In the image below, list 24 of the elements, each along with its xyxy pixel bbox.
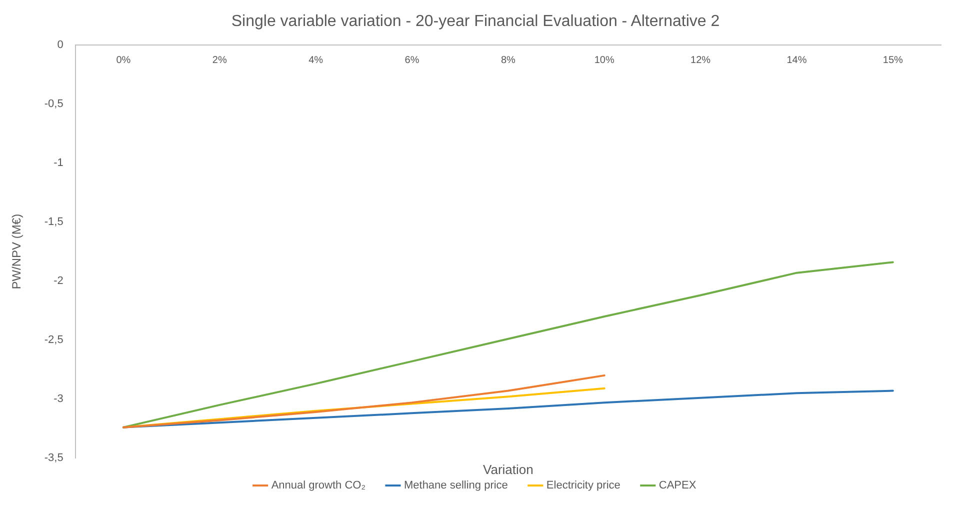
y-axis-title: PW/NPV (M€) — [10, 214, 24, 290]
x-tick-label: 8% — [500, 54, 516, 66]
y-tick-label: -2,5 — [44, 334, 64, 346]
x-tick-label: 0% — [116, 54, 131, 66]
x-tick-label: 4% — [308, 54, 324, 66]
y-tick-label: -1 — [54, 157, 64, 170]
x-tick-label: 15% — [882, 54, 904, 66]
x-tick-label: 10% — [594, 54, 614, 66]
y-tick-label: -0,5 — [44, 98, 64, 110]
x-tick-label: 2% — [212, 54, 227, 66]
chart-title: Single variable variation - 20-year Financial Evaluation - Alternative 2 — [231, 13, 720, 30]
legend-label: Annual growth CO₂ — [271, 480, 366, 492]
legend-label: Methane selling price — [404, 480, 508, 492]
legend-label: CAPEX — [658, 480, 697, 492]
y-tick-label: -3,5 — [44, 452, 64, 464]
legend-label: Electricity price — [546, 480, 620, 492]
x-tick-label: 12% — [690, 54, 711, 66]
x-tick-label: 14% — [786, 54, 807, 66]
y-tick-label: -2 — [54, 275, 64, 288]
y-tick-label: -1,5 — [44, 216, 64, 228]
x-tick-label: 6% — [404, 54, 420, 66]
y-tick-label: -3 — [54, 393, 64, 406]
x-axis-title: Variation — [483, 462, 534, 478]
y-tick-label: 0 — [57, 39, 64, 52]
